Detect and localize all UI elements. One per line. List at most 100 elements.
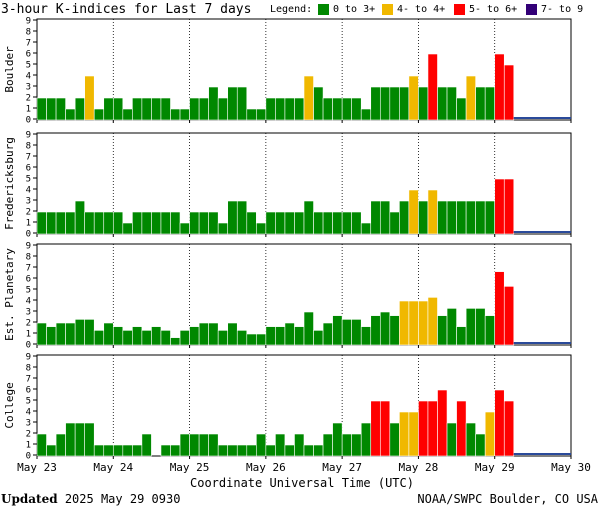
x-tick-label: May 27 [322, 461, 362, 474]
x-axis-title: Coordinate Universal Time (UTC) [190, 476, 414, 490]
k-index-bar [236, 86, 248, 121]
k-index-bar [370, 400, 381, 457]
y-tick-label: 1 [26, 105, 31, 115]
y-tick-label: 6 [26, 164, 31, 174]
k-index-bar [494, 53, 505, 121]
k-index-bar [275, 211, 286, 235]
k-index-bar [313, 444, 324, 457]
footer-updated: Updated 2025 May 29 0930 [1, 492, 180, 506]
k-index-bar [236, 200, 248, 235]
k-index-bar [179, 330, 190, 346]
k-index-bar [494, 178, 505, 235]
y-tick-label: 3 [26, 308, 31, 318]
legend-text: 7- to 9 [541, 4, 584, 15]
k-index-bar [217, 330, 229, 346]
k-index-bar [246, 333, 257, 346]
y-tick-label: 6 [26, 275, 31, 285]
k-index-bar [208, 433, 219, 457]
k-index-bar [408, 411, 419, 457]
y-tick-label: 0 [26, 452, 31, 462]
k-index-bar [151, 97, 162, 121]
k-index-bar [446, 200, 457, 235]
k-index-bar [160, 211, 171, 235]
y-tick-label: 8 [26, 364, 31, 374]
k-index-bar [446, 86, 457, 121]
k-index-bar [484, 411, 496, 457]
k-index-bar [360, 222, 372, 235]
k-index-bar [475, 200, 486, 235]
k-index-bar [46, 444, 57, 457]
k-index-bar [189, 97, 200, 121]
k-index-bar [74, 200, 85, 235]
k-index-bar [341, 319, 352, 346]
k-index-bar [475, 433, 486, 457]
k-index-bar [227, 86, 238, 121]
k-index-bar [370, 315, 381, 346]
k-index-bar [341, 433, 352, 457]
k-index-bar [217, 222, 229, 235]
y-tick-label: 5 [26, 61, 31, 71]
x-tick-label: May 29 [475, 461, 515, 474]
y-tick-label: 1 [26, 441, 31, 451]
k-index-bar [246, 444, 257, 457]
k-index-bar [456, 400, 467, 457]
y-tick-label: 2 [26, 430, 31, 440]
k-index-bar [313, 330, 324, 346]
k-index-bar [122, 108, 133, 121]
station-label: Fredericksburg [3, 137, 16, 230]
y-tick-label: 0 [26, 230, 31, 240]
k-index-bar [151, 326, 162, 346]
k-index-bar [484, 86, 496, 121]
k-index-bar [275, 433, 286, 457]
k-index-bar [332, 211, 343, 235]
k-index-bar [84, 211, 95, 235]
k-index-bar [427, 189, 438, 235]
k-index-bar [112, 211, 124, 235]
k-index-bar [84, 319, 95, 346]
k-index-bar [360, 108, 372, 121]
y-tick-label: 3 [26, 83, 31, 93]
x-tick-label: May 28 [399, 461, 439, 474]
k-index-bar [132, 97, 143, 121]
k-index-bar [294, 97, 305, 121]
k-index-bar [93, 330, 105, 346]
k-index-bar [141, 97, 152, 121]
k-index-bar [227, 444, 238, 457]
k-index-bar [55, 322, 66, 346]
k-index-bar [55, 211, 66, 235]
k-index-bar [360, 422, 372, 457]
y-tick-label: 0 [26, 341, 31, 351]
y-tick-label: 9 [26, 353, 31, 363]
y-tick-label: 7 [26, 375, 31, 385]
k-index-bar [103, 211, 114, 235]
k-index-bar [284, 97, 295, 121]
k-index-bar [265, 97, 276, 121]
k-index-bar [198, 97, 209, 121]
k-index-bar [55, 433, 66, 457]
y-tick-label: 0 [26, 116, 31, 126]
y-tick-label: 7 [26, 153, 31, 163]
k-index-bar [437, 315, 448, 346]
k-index-bar [93, 108, 105, 121]
k-index-bar [379, 86, 391, 121]
k-index-bar [198, 211, 209, 235]
k-index-bar [475, 308, 486, 346]
k-index-bar [303, 200, 314, 235]
k-index-bar [151, 211, 162, 235]
k-index-bar [494, 271, 505, 346]
legend-swatch-purple [526, 4, 537, 15]
footer-credit: NOAA/SWPC Boulder, CO USA [417, 492, 598, 506]
k-index-bar [132, 444, 143, 457]
y-tick-label: 4 [26, 72, 31, 82]
k-index-bar [256, 222, 267, 235]
y-tick-label: 4 [26, 186, 31, 196]
k-index-bar [275, 97, 286, 121]
k-index-bar [208, 211, 219, 235]
y-tick-label: 8 [26, 28, 31, 38]
k-index-bar [456, 326, 467, 346]
k-index-bar [389, 422, 400, 457]
y-tick-label: 7 [26, 264, 31, 274]
k-index-bar [141, 433, 152, 457]
k-index-bar [370, 200, 381, 235]
k-index-bar [313, 86, 324, 121]
